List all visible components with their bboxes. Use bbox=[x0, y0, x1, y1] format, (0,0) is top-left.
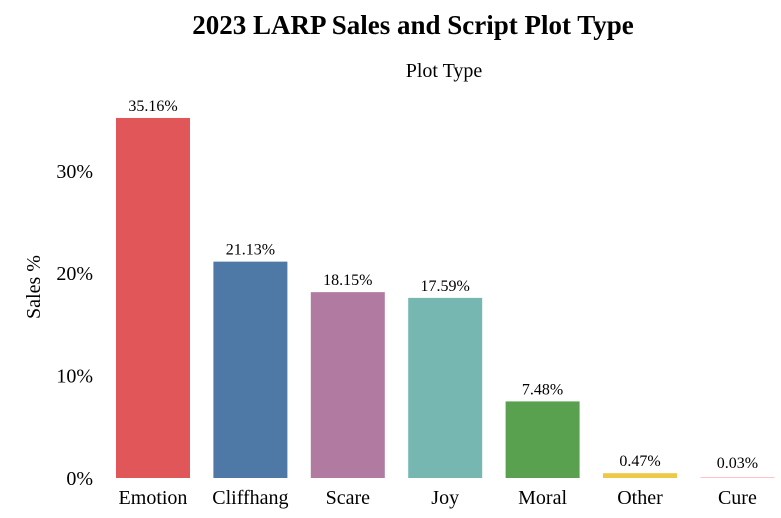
bar-scare bbox=[310, 292, 385, 478]
data-label: 7.48% bbox=[522, 381, 563, 398]
y-axis-ticks: 0% 10% 20% 30% bbox=[56, 161, 93, 490]
bar-joy bbox=[408, 297, 483, 478]
category-label: Cure bbox=[718, 487, 757, 509]
data-label: 0.03% bbox=[717, 455, 758, 472]
chart-title: 2023 LARP Sales and Script Plot Type bbox=[192, 10, 634, 40]
y-tick-label: 0% bbox=[66, 468, 93, 490]
y-tick-label: 30% bbox=[56, 161, 93, 183]
category-label: Emotion bbox=[119, 487, 188, 509]
data-label: 21.13% bbox=[226, 242, 275, 259]
bar-cliffhang bbox=[213, 261, 288, 478]
category-label: Joy bbox=[431, 487, 459, 509]
category-label: Moral bbox=[518, 487, 567, 509]
column-header-label: Plot Type bbox=[406, 60, 483, 82]
bar-emotion bbox=[116, 117, 190, 478]
category-label: Scare bbox=[326, 487, 371, 509]
data-label: 18.15% bbox=[323, 272, 372, 289]
y-tick-label: 20% bbox=[56, 263, 93, 285]
data-labels: 35.16% 21.13% 18.15% 17.59% 7.48% 0.47% 0.03% bbox=[128, 98, 758, 472]
bars bbox=[116, 117, 775, 478]
data-label: 35.16% bbox=[128, 98, 177, 115]
category-label: Cliffhang bbox=[212, 487, 288, 509]
data-label: 17.59% bbox=[421, 278, 470, 295]
bar-other bbox=[603, 473, 677, 478]
bar-moral bbox=[505, 401, 580, 478]
y-tick-label: 10% bbox=[56, 366, 93, 388]
y-axis-title: Sales % bbox=[23, 255, 45, 319]
data-label: 0.47% bbox=[619, 453, 660, 470]
category-labels: Emotion Cliffhang Scare Joy Moral Other Cure bbox=[119, 487, 757, 509]
category-label: Other bbox=[617, 487, 663, 509]
bar-cure bbox=[700, 477, 775, 478]
